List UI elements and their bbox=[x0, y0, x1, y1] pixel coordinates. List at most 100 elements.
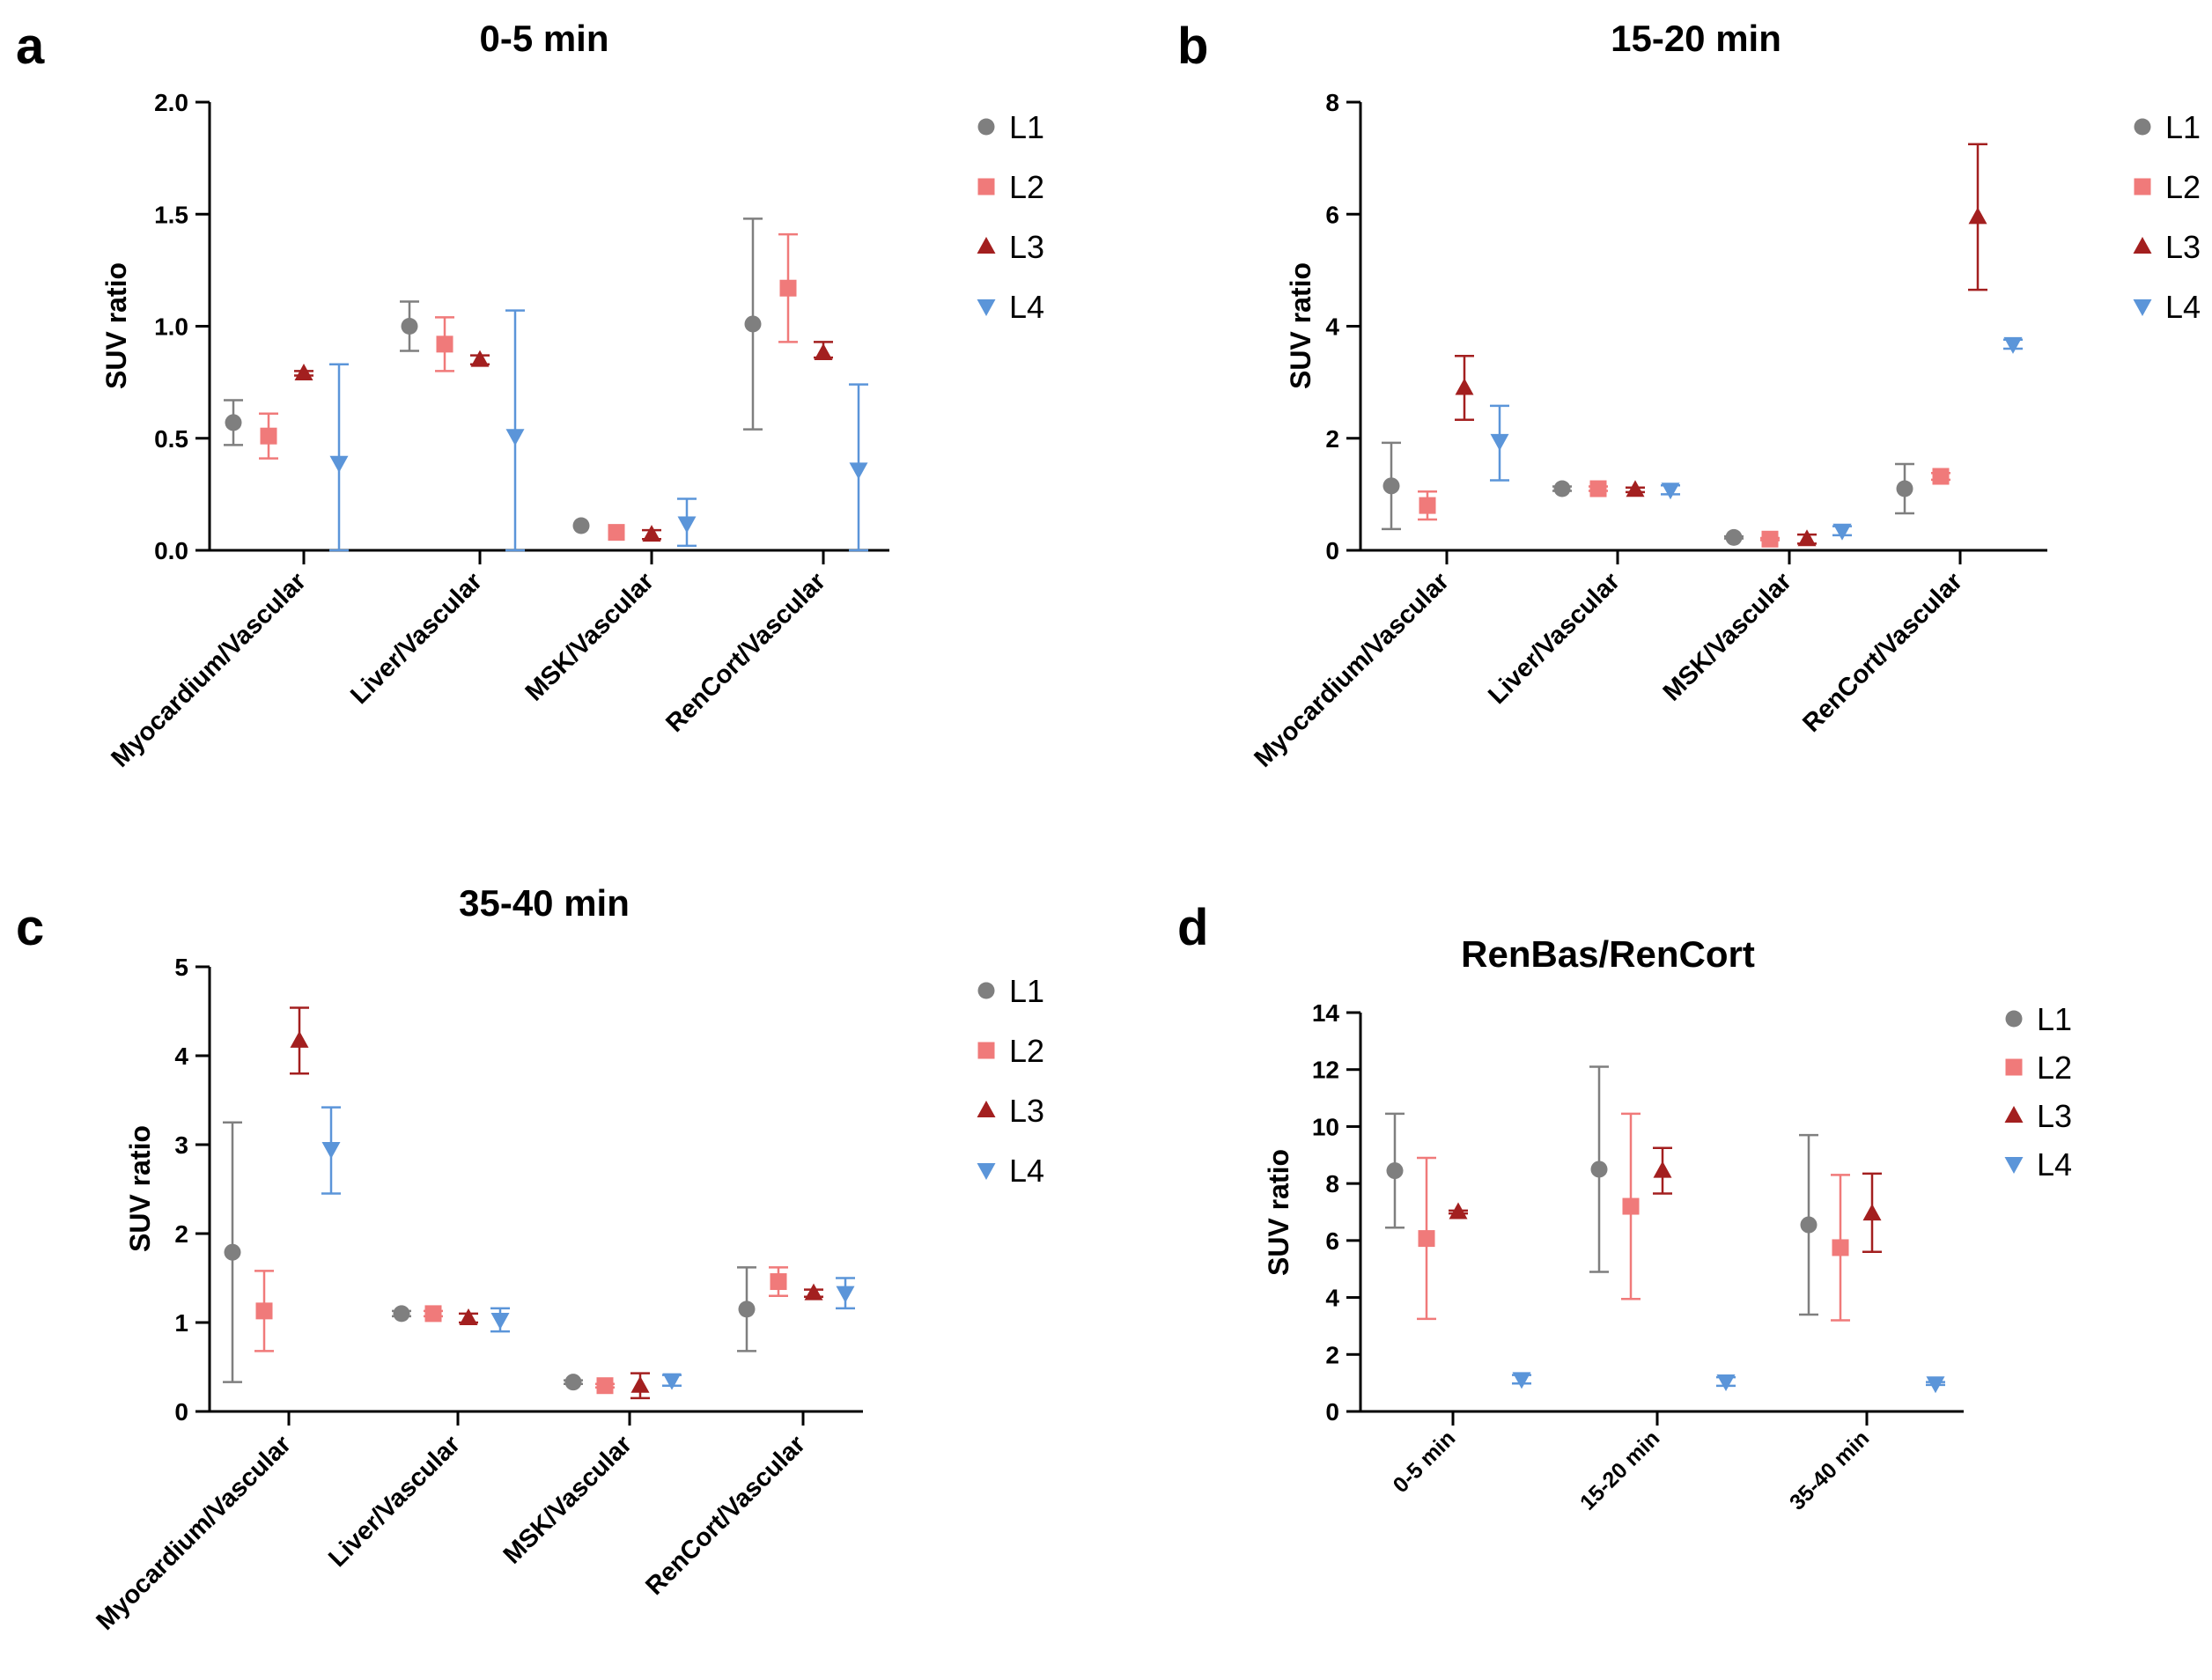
legend-entry-l4: L4 bbox=[2133, 289, 2201, 325]
data-point-l4 bbox=[1490, 433, 1509, 451]
series-L2 bbox=[1417, 1112, 1850, 1322]
series-L4 bbox=[321, 1106, 855, 1390]
legend-label: L2 bbox=[1009, 1033, 1044, 1069]
y-tick-label: 5 bbox=[174, 954, 188, 981]
data-point-l1 bbox=[1382, 477, 1400, 495]
y-tick-label: 0.0 bbox=[154, 537, 188, 564]
y-tick-label: 10 bbox=[1312, 1113, 1339, 1140]
chart-title: 35-40 min bbox=[459, 882, 630, 924]
legend-entry-l4: L4 bbox=[2004, 1146, 2072, 1183]
series-L2 bbox=[254, 1266, 788, 1395]
data-point-l3 bbox=[1797, 529, 1817, 547]
legend-entry-l1: L1 bbox=[2134, 109, 2201, 145]
panel-letter: c bbox=[16, 899, 44, 956]
chart-panel-a: a 0-5 min 0.0 0.5 1.0 1.5 2.0 SUV ratio Myocardi… bbox=[16, 18, 1044, 773]
data-point-l4 bbox=[1512, 1372, 1531, 1389]
legend-entry-l2: L2 bbox=[977, 169, 1044, 205]
data-point-l2 bbox=[779, 279, 797, 297]
y-tick-label: 14 bbox=[1312, 999, 1340, 1027]
data-point-l3 bbox=[630, 1375, 650, 1393]
data-point-l4 bbox=[1926, 1376, 1945, 1394]
data-point-l1 bbox=[225, 414, 242, 431]
data-point-l2 bbox=[1418, 1230, 1435, 1248]
data-point-l1 bbox=[572, 517, 590, 534]
series-L2 bbox=[259, 232, 798, 542]
panel-letter: a bbox=[16, 18, 45, 75]
y-axis-label: SUV ratio bbox=[1263, 1149, 1294, 1276]
y-tick-label: 12 bbox=[1312, 1057, 1339, 1084]
data-point-l4 bbox=[1661, 483, 1680, 500]
legend-label: L2 bbox=[1009, 169, 1044, 205]
data-point-l3 bbox=[814, 343, 833, 361]
legend-marker bbox=[2004, 1106, 2024, 1123]
data-point-l3 bbox=[470, 350, 490, 367]
y-tick-label: 8 bbox=[1325, 1170, 1339, 1197]
legend-marker bbox=[977, 178, 995, 195]
series-L2 bbox=[1418, 468, 1950, 548]
legend-label: L3 bbox=[1009, 1093, 1044, 1129]
y-tick-label: 8 bbox=[1325, 89, 1339, 116]
y-tick-label: 4 bbox=[1325, 313, 1339, 341]
legend-label: L4 bbox=[1009, 289, 1044, 325]
series-L3 bbox=[1455, 143, 1987, 547]
legend-label: L4 bbox=[2037, 1146, 2072, 1183]
x-category-label: Myocardium/Vascular bbox=[1249, 567, 1454, 772]
data-point-l4 bbox=[677, 516, 697, 534]
x-category-label: RenCort/Vascular bbox=[640, 1430, 811, 1601]
legend-entry-l2: L2 bbox=[2005, 1050, 2072, 1086]
y-tick-label: 0 bbox=[174, 1398, 188, 1426]
data-point-l4 bbox=[662, 1373, 682, 1390]
data-point-l4 bbox=[329, 455, 349, 473]
y-tick-label: 2 bbox=[1325, 425, 1339, 453]
legend-label: L1 bbox=[1009, 109, 1044, 145]
y-tick-label: 6 bbox=[1325, 1227, 1339, 1255]
series-L4 bbox=[1512, 1372, 1945, 1394]
legend-label: L1 bbox=[1009, 973, 1044, 1009]
data-point-l2 bbox=[1589, 480, 1607, 497]
series-L4 bbox=[329, 309, 868, 552]
legend-label: L4 bbox=[2165, 289, 2201, 325]
series-L4 bbox=[1490, 336, 2023, 541]
legend-entry-l1: L1 bbox=[977, 109, 1044, 145]
data-point-l2 bbox=[424, 1305, 442, 1323]
legend-entry-l3: L3 bbox=[2004, 1098, 2072, 1134]
y-tick-label: 1.5 bbox=[154, 201, 188, 228]
data-point-l3 bbox=[1449, 1202, 1468, 1219]
data-point-l2 bbox=[596, 1377, 614, 1395]
legend-entry-l1: L1 bbox=[977, 973, 1044, 1009]
y-axis-label: SUV ratio bbox=[124, 1125, 156, 1252]
y-tick-label: 3 bbox=[174, 1131, 188, 1159]
data-point-l4 bbox=[490, 1312, 510, 1330]
chart-title: 0-5 min bbox=[479, 18, 608, 59]
data-point-l4 bbox=[836, 1286, 855, 1303]
series-L1 bbox=[1385, 1065, 1818, 1316]
data-point-l2 bbox=[1419, 497, 1436, 514]
data-point-l2 bbox=[770, 1273, 787, 1291]
y-tick-label: 2.0 bbox=[154, 89, 188, 116]
data-point-l2 bbox=[1761, 530, 1779, 548]
y-tick-label: 1 bbox=[174, 1309, 188, 1337]
y-axis-label: SUV ratio bbox=[100, 262, 132, 389]
data-point-l3 bbox=[1626, 480, 1645, 497]
data-point-l4 bbox=[321, 1142, 341, 1160]
data-point-l1 bbox=[393, 1305, 410, 1323]
legend-marker bbox=[977, 299, 996, 316]
x-category-label: MSK/Vascular bbox=[1658, 567, 1797, 706]
chart-title: 15-20 min bbox=[1611, 18, 1781, 59]
data-point-l3 bbox=[290, 1030, 309, 1048]
legend-marker bbox=[977, 237, 996, 254]
legend-entry-l4: L4 bbox=[977, 289, 1044, 325]
legend-marker bbox=[977, 1042, 995, 1059]
data-point-l1 bbox=[738, 1301, 756, 1318]
legend-marker bbox=[977, 1163, 996, 1180]
data-point-l2 bbox=[1832, 1239, 1849, 1256]
x-category-label: Liver/Vascular bbox=[323, 1430, 466, 1573]
y-tick-label: 1.0 bbox=[154, 313, 188, 341]
y-tick-label: 0 bbox=[1325, 537, 1339, 564]
panel-letter: d bbox=[1177, 899, 1208, 956]
legend-marker bbox=[977, 1101, 996, 1117]
y-tick-label: 6 bbox=[1325, 201, 1339, 228]
series-L1 bbox=[224, 217, 763, 534]
data-point-l4 bbox=[849, 462, 868, 480]
legend-label: L1 bbox=[2165, 109, 2201, 145]
